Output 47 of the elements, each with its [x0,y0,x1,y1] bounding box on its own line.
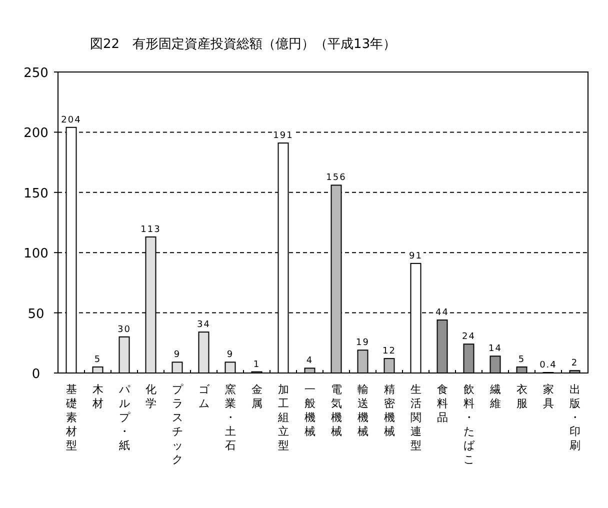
x-tick-label: 金属 [251,383,262,410]
x-tick-label: 出版・印刷 [569,383,580,452]
y-tick-label: 150 [24,186,48,202]
x-tick-label: 電気機械 [330,383,342,438]
x-tick-label: 化学 [145,383,156,410]
y-tick-label: 250 [24,66,48,81]
x-tick-label: ゴム [198,383,210,410]
x-tick-label: プラスチック [172,383,184,466]
data-label: 91 [409,251,422,262]
data-label: 44 [436,308,449,318]
x-tick-label: 飲料・たばこ [463,383,476,466]
x-tick-label: 木材 [91,383,104,410]
data-label: 113 [140,224,161,235]
y-tick-label: 0 [32,367,40,382]
data-label: 156 [326,173,346,184]
y-tick-label: 50 [28,306,44,322]
data-label: 19 [356,338,370,348]
x-tick-label: 窯業・土石 [224,383,236,452]
data-label: 204 [61,115,82,126]
y-tick-label: 100 [24,246,48,262]
data-label: 34 [197,320,210,330]
data-label: 30 [118,324,131,335]
data-label: 1 [253,360,260,370]
data-label: 14 [488,344,502,354]
x-tick-label: 輸送機械 [357,383,368,438]
data-label: 4 [306,356,314,366]
x-tick-label: 精密機械 [384,383,395,438]
data-label: 5 [94,354,102,365]
data-label: 9 [226,350,234,360]
y-tick-label: 200 [24,126,48,142]
x-tick-label: 基礎素材型 [64,383,77,452]
x-tick-label: 繊維 [488,383,501,410]
chart-title: 図22 有形固定資産投資総額（億円）（平成13年） [90,36,396,52]
data-label: 5 [518,354,526,365]
x-tick-label: 食料品 [436,383,448,424]
x-tick-label: 家具 [542,383,554,410]
x-tick-label: 加工組立型 [276,383,289,452]
data-label: 0.4 [540,360,557,371]
data-label: 2 [571,358,578,369]
data-label: 24 [462,332,476,342]
x-tick-label: 生活関連型 [410,383,422,452]
data-label: 9 [174,350,181,360]
x-tick-label: 衣服 [516,383,528,410]
x-tick-label: パルプ・紙 [118,383,131,452]
data-label: 191 [273,131,294,142]
data-label: 12 [382,346,396,357]
x-tick-label: 一般機械 [304,383,316,438]
